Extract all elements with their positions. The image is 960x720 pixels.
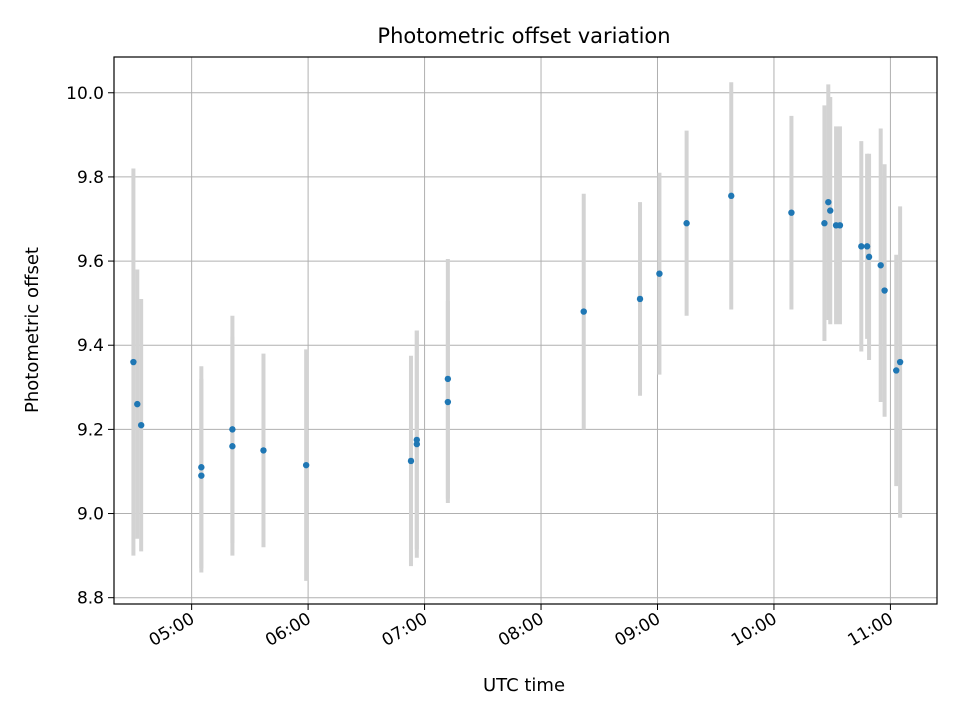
data-point [656,270,663,277]
data-point [865,253,873,261]
data-point [863,243,871,250]
data-point [580,308,587,315]
data-point [821,220,828,227]
x-tick-label: 09:00 [612,609,664,651]
plot-frame [113,56,938,605]
x-axis-label: UTC time [483,675,565,696]
data-point [836,222,844,229]
data-point [825,198,832,206]
data-point [302,461,310,469]
data-point [413,436,421,444]
data-point [444,398,452,406]
x-tick-label: 10:00 [728,609,780,651]
y-tick-label: 9.2 [77,420,104,440]
data-point [877,262,884,269]
y-axis-ticks: 8.8 9.0 9.2 9.4 9.6 9.8 10.0 [66,84,114,609]
data-point [896,358,904,366]
data-point [858,243,865,250]
data-point [134,400,141,408]
y-tick-label: 10.0 [66,84,104,104]
y-axis-label: Photometric offset [22,247,43,413]
data-point [229,426,236,433]
error-bars [131,82,903,581]
x-tick-label: 11:00 [844,609,896,651]
x-tick-label: 08:00 [495,609,547,651]
y-tick-label: 9.8 [77,168,104,188]
x-tick-label: 06:00 [262,609,314,651]
data-point [683,220,690,227]
y-tick-label: 9.0 [77,505,104,525]
data-point [893,367,900,374]
y-tick-label: 9.6 [77,252,104,272]
y-tick-label: 9.4 [77,336,104,356]
data-point [229,443,236,450]
data-point [728,192,735,200]
data-point [444,375,452,383]
data-point [407,457,415,465]
data-point [827,207,834,214]
data-point [198,472,205,479]
data-point [788,209,795,216]
data-point [130,358,137,366]
data-point [260,447,267,454]
data-point [881,287,888,294]
x-tick-label: 07:00 [379,609,431,651]
x-tick-label: 05:00 [146,609,198,651]
x-axis-ticks: 05:00 06:00 07:00 08:00 09:00 10:00 11:00 [146,604,897,651]
data-point [636,295,644,303]
data-point [198,464,205,471]
chart-title: Photometric offset variation [377,24,670,48]
grid [114,57,937,604]
data-markers [130,192,904,479]
y-tick-label: 8.8 [77,589,104,609]
data-point [137,421,145,429]
